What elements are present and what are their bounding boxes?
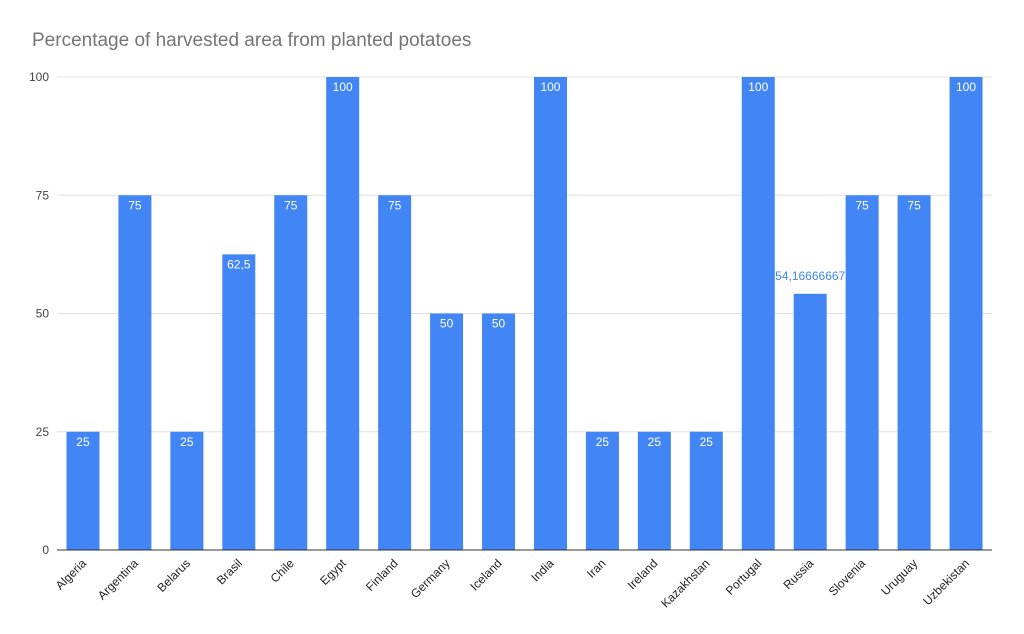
x-tick-label: Ireland bbox=[625, 556, 661, 592]
data-label: 50 bbox=[492, 317, 506, 331]
data-label: 25 bbox=[76, 435, 90, 449]
data-label: 50 bbox=[440, 317, 454, 331]
bar bbox=[845, 195, 879, 550]
bar bbox=[585, 431, 619, 550]
data-label: 100 bbox=[540, 80, 560, 94]
y-tick-label: 25 bbox=[36, 425, 50, 439]
data-label: 100 bbox=[956, 80, 976, 94]
y-tick-label: 100 bbox=[29, 70, 49, 84]
data-label: 25 bbox=[180, 435, 194, 449]
data-label: 25 bbox=[700, 435, 714, 449]
data-label: 75 bbox=[128, 198, 142, 212]
bar bbox=[326, 77, 360, 550]
bar bbox=[949, 77, 983, 550]
bar bbox=[689, 431, 723, 550]
bar bbox=[793, 293, 827, 550]
data-label: 100 bbox=[333, 80, 353, 94]
chart-title: Percentage of harvested area from plante… bbox=[32, 30, 472, 51]
y-tick-label: 75 bbox=[36, 188, 50, 202]
x-tick-label: Finland bbox=[363, 556, 401, 594]
bar bbox=[378, 195, 412, 550]
data-label: 75 bbox=[855, 198, 869, 212]
x-tick-label: Chile bbox=[268, 556, 297, 585]
x-tick-label: India bbox=[528, 556, 557, 585]
x-tick-label: Portugal bbox=[723, 556, 765, 598]
bar bbox=[533, 77, 567, 550]
x-tick-label: Iran bbox=[584, 556, 609, 581]
bar bbox=[66, 431, 100, 550]
bar bbox=[170, 431, 204, 550]
y-tick-label: 50 bbox=[36, 307, 50, 321]
x-tick-label: Algeria bbox=[53, 556, 90, 593]
bar bbox=[430, 313, 464, 550]
y-tick-label: 0 bbox=[42, 543, 49, 557]
data-label: 25 bbox=[596, 435, 610, 449]
x-tick-label: Egypt bbox=[317, 556, 349, 588]
bar bbox=[637, 431, 671, 550]
data-label: 62,5 bbox=[227, 257, 251, 271]
x-tick-label: Argentina bbox=[95, 556, 141, 602]
data-label: 75 bbox=[907, 198, 921, 212]
x-tick-label: Iceland bbox=[467, 556, 504, 593]
bar bbox=[222, 254, 256, 550]
x-tick-label: Slovenia bbox=[826, 556, 869, 599]
bar bbox=[741, 77, 775, 550]
data-label: 100 bbox=[748, 80, 768, 94]
x-tick-label: Uruguay bbox=[878, 556, 920, 598]
x-tick-label: Russia bbox=[780, 556, 816, 592]
data-label: 75 bbox=[388, 198, 402, 212]
x-tick-label: Brasil bbox=[214, 556, 245, 587]
data-label: 54,16666667 bbox=[775, 269, 845, 283]
x-tick-label: Kazakhstan bbox=[658, 556, 712, 610]
bar bbox=[482, 313, 516, 550]
bar bbox=[118, 195, 152, 550]
data-label: 75 bbox=[284, 198, 298, 212]
bar bbox=[897, 195, 931, 550]
x-tick-label: Uzbekistan bbox=[920, 556, 972, 608]
data-label: 25 bbox=[648, 435, 662, 449]
x-tick-label: Belarus bbox=[154, 556, 193, 595]
bar bbox=[274, 195, 308, 550]
x-tick-label: Germany bbox=[408, 556, 453, 601]
